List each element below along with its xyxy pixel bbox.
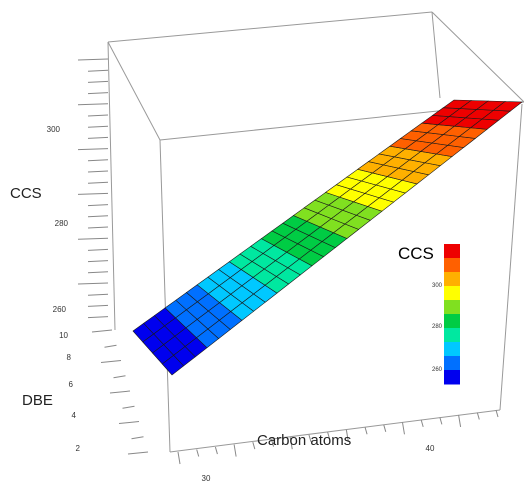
tick-mark xyxy=(308,434,312,442)
tick-mark xyxy=(271,439,275,447)
tick-mark xyxy=(77,103,109,106)
box-edge xyxy=(169,409,501,453)
tick-mark xyxy=(118,421,140,424)
tick-mark xyxy=(87,125,109,128)
colorbar-swatch xyxy=(444,314,460,329)
x-axis-label: Carbon atoms xyxy=(257,432,351,449)
tick-mark xyxy=(87,260,109,263)
tick-mark xyxy=(364,427,368,435)
colorbar-swatches xyxy=(444,244,460,385)
tick-mark xyxy=(87,92,109,95)
tick-mark xyxy=(77,282,109,285)
y-tick-label: 6 xyxy=(69,380,74,389)
colorbar-swatch xyxy=(444,272,460,287)
tick-mark xyxy=(87,304,109,307)
tick-mark xyxy=(87,226,109,229)
tick-mark xyxy=(87,170,109,173)
box-edge xyxy=(431,11,524,103)
z-axis-ticks: 300 280 260 xyxy=(47,125,69,314)
ccs-surface xyxy=(132,99,523,376)
colorbar-swatch xyxy=(444,286,460,301)
colorbar-swatch xyxy=(444,244,460,259)
colorbar-legend: CCS 300 280 260 xyxy=(394,238,468,386)
tick-mark xyxy=(327,432,331,440)
x-tick-label: 40 xyxy=(426,444,435,453)
tick-mark xyxy=(439,417,443,425)
z-tick-label: 300 xyxy=(47,125,61,134)
tick-mark xyxy=(383,424,387,432)
box-edge xyxy=(107,11,433,43)
tick-mark xyxy=(77,58,109,61)
tick-mark xyxy=(87,248,109,251)
colorbar-tick-label: 300 xyxy=(432,283,443,289)
y-tick-label: 2 xyxy=(76,444,81,453)
tick-mark xyxy=(401,422,405,435)
tick-mark xyxy=(131,436,144,440)
tick-mark xyxy=(91,329,113,333)
tick-mark xyxy=(196,449,200,457)
tick-mark xyxy=(87,316,109,319)
tick-mark xyxy=(77,192,109,195)
tick-mark xyxy=(109,390,131,394)
tick-mark xyxy=(458,414,462,428)
x-tick-label: 30 xyxy=(202,474,211,483)
y-tick-label: 4 xyxy=(72,411,77,420)
tick-mark xyxy=(87,114,109,117)
tick-mark xyxy=(87,80,109,83)
tick-mark xyxy=(495,409,499,418)
tick-mark xyxy=(420,419,424,428)
colorbar-swatch xyxy=(444,342,460,357)
tick-mark xyxy=(87,271,109,274)
z-axis-label: CCS xyxy=(10,185,42,202)
tick-mark xyxy=(476,412,480,420)
tick-mark xyxy=(100,360,122,363)
x-axis-ticks: 30 40 xyxy=(202,444,435,483)
tick-mark xyxy=(87,159,109,162)
box-edge xyxy=(499,103,523,411)
colorbar-tick-label: 280 xyxy=(432,324,443,330)
y-axis-label: DBE xyxy=(22,392,53,409)
tick-mark xyxy=(252,441,256,450)
box-edge xyxy=(431,11,441,99)
colorbar-swatch xyxy=(444,356,460,371)
tick-mark xyxy=(289,437,293,450)
colorbar-title: CCS xyxy=(398,244,434,263)
z-tick-label: 280 xyxy=(55,219,69,228)
tick-mark xyxy=(113,375,126,379)
tick-mark xyxy=(77,237,109,240)
tick-mark xyxy=(127,451,149,455)
tick-mark xyxy=(345,429,349,442)
tick-mark xyxy=(87,181,109,184)
box-edge xyxy=(107,41,116,331)
colorbar-swatch xyxy=(444,258,460,273)
tick-mark xyxy=(104,344,117,348)
tick-mark xyxy=(87,69,109,72)
box-edge xyxy=(107,41,161,141)
tick-mark xyxy=(87,215,109,218)
tick-mark xyxy=(87,136,109,139)
tick-mark xyxy=(233,444,237,457)
tick-mark xyxy=(177,451,181,465)
tick-mark xyxy=(122,405,135,409)
box-edge xyxy=(159,139,171,453)
tick-mark xyxy=(87,204,109,207)
y-axis-ticks: 10 8 6 4 2 xyxy=(59,331,80,453)
tick-mark xyxy=(214,446,218,455)
tick-mark xyxy=(87,293,109,296)
y-tick-label: 10 xyxy=(59,331,68,340)
colorbar-tick-label: 260 xyxy=(432,367,443,373)
colorbar-swatch xyxy=(444,328,460,343)
y-tick-label: 8 xyxy=(67,353,72,362)
tick-mark xyxy=(77,148,109,151)
colorbar-swatch xyxy=(444,370,460,385)
plot-box xyxy=(107,11,524,453)
colorbar-swatch xyxy=(444,300,460,315)
z-tick-label: 260 xyxy=(53,305,67,314)
axis-ticks xyxy=(77,58,499,465)
surface-patch xyxy=(492,101,523,112)
